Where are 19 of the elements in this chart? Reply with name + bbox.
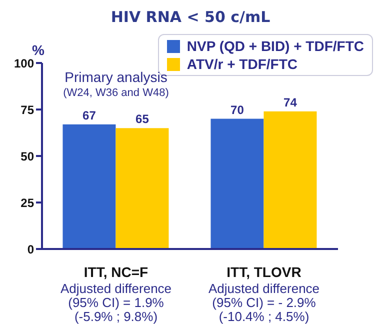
y-tick-label: 0 [27,242,34,256]
annotation: Primary analysis [64,69,168,85]
chart-title: HIV RNA < 50 c/mL [110,8,272,26]
y-tick-label: 25 [20,196,34,210]
text: Adjusted difference (95% CI) = - 2.9% (-10.4% ; 4.5%) [208,281,320,324]
legend-label: ATV/r + TDF/FTC [186,55,298,73]
data-label: 67 [82,108,96,122]
text: Adjusted difference (95% CI) = 1.9% (-5.9% ; 9.8%) [60,281,172,324]
data-label: 74 [284,95,298,110]
legend-label: NVP (QD + BID) + TDF/FTC [186,37,364,55]
data-label: 70 [230,102,244,117]
y-tick-label: 50 [20,149,34,164]
data-label: 65 [136,112,150,126]
annotation: (W24, W36 and W48) [62,87,170,99]
y-axis-title: % [32,42,44,58]
y-tick-label: 100 [14,56,34,70]
x-tick-label: ITT, TLOVR [226,264,302,280]
y-tick-label: 75 [20,102,34,117]
x-tick-label: ITT, NC=F [84,264,149,280]
